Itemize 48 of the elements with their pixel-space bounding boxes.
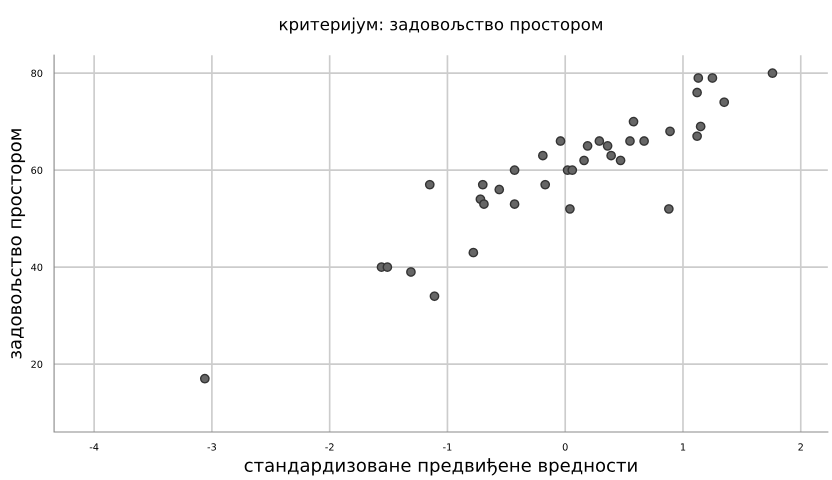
- point: [494, 184, 504, 194]
- point: [606, 150, 616, 160]
- point: [719, 97, 730, 108]
- point: [479, 199, 489, 209]
- point: [639, 136, 649, 146]
- point: [602, 141, 612, 151]
- x-tick-label: 0: [562, 443, 568, 451]
- point: [628, 116, 638, 126]
- point: [510, 165, 520, 175]
- point: [579, 156, 589, 166]
- point: [692, 131, 702, 142]
- point: [430, 291, 440, 302]
- x-tick-label: -1: [443, 443, 452, 450]
- point: [468, 248, 478, 258]
- point: [664, 204, 674, 214]
- point: [510, 199, 520, 209]
- chart-title: критеријум: задовољство простором: [280, 18, 602, 34]
- point: [708, 73, 718, 83]
- y-tick-label: 80: [31, 70, 42, 77]
- y-tick-label: 40: [31, 264, 42, 271]
- point: [382, 262, 392, 272]
- point: [567, 165, 578, 175]
- point: [406, 267, 416, 277]
- point: [625, 136, 635, 146]
- point: [768, 68, 778, 78]
- point: [696, 122, 706, 132]
- point: [200, 374, 210, 384]
- point: [565, 204, 575, 214]
- x-axis-title: стандардизоване предвиђене вредности: [244, 458, 637, 476]
- point: [692, 88, 702, 98]
- y-tick-label: 60: [31, 166, 42, 174]
- y-tick-label: 20: [31, 360, 42, 368]
- point: [616, 156, 626, 166]
- x-tick-label: -2: [325, 443, 334, 450]
- point: [665, 126, 675, 136]
- point: [478, 180, 488, 190]
- point: [594, 136, 604, 146]
- point: [540, 180, 550, 190]
- point: [538, 150, 548, 160]
- point: [693, 73, 704, 83]
- x-tick-label: -4: [90, 443, 98, 450]
- point: [424, 180, 435, 190]
- y-axis-title: задовољство простором: [11, 129, 26, 358]
- x-tick-label: -3: [208, 443, 216, 451]
- x-tick-label: 2: [798, 443, 803, 450]
- x-tick-label: 1: [680, 443, 686, 450]
- point: [556, 136, 566, 146]
- point: [582, 141, 592, 151]
